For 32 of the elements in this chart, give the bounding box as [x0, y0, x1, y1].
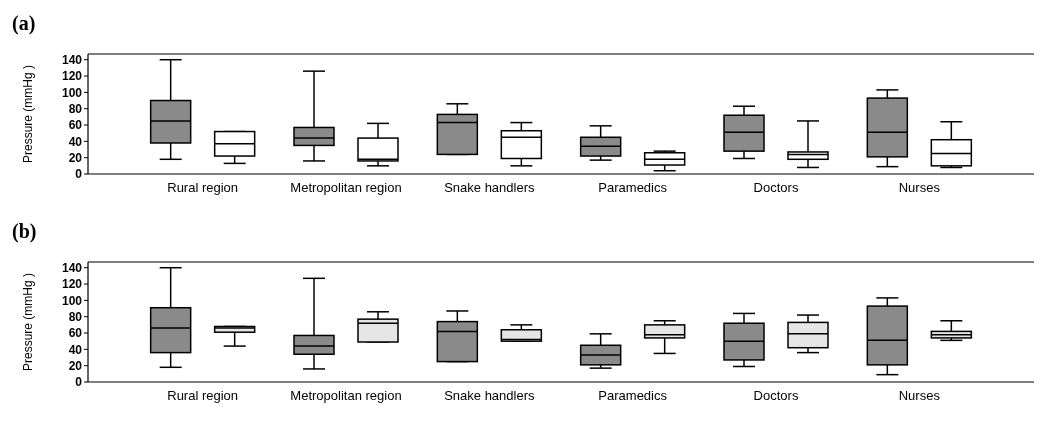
y-tick-label: 80: [68, 101, 83, 116]
y-tick-label: 140: [61, 260, 83, 275]
y-tick-label: 40: [68, 342, 83, 357]
x-tick-label: Rural region: [167, 388, 239, 403]
x-tick-label: Doctors: [753, 180, 799, 195]
y-tick-label: 20: [68, 358, 83, 373]
x-tick-label: Doctors: [753, 388, 799, 403]
y-tick-label: 100: [61, 85, 83, 100]
x-tick-label: Paramedics: [598, 180, 668, 195]
x-tick-label: Snake handlers: [444, 388, 535, 403]
y-tick-label: 0: [75, 167, 83, 182]
x-tick-label: Snake handlers: [444, 180, 535, 195]
y-axis-title: Pressure (mmHg ): [21, 272, 35, 372]
x-tick-label: Nurses: [898, 388, 941, 403]
y-tick-label: 0: [75, 375, 83, 390]
y-tick-label: 120: [61, 69, 83, 84]
x-tick-label: Metropolitan region: [290, 180, 402, 195]
x-tick-label: Paramedics: [598, 388, 668, 403]
y-tick-label: 60: [68, 118, 83, 133]
x-tick-label: Nurses: [898, 180, 941, 195]
x-tick-label: Metropolitan region: [290, 388, 402, 403]
chart-title: (a): [12, 12, 36, 35]
y-tick-label: 60: [68, 326, 83, 341]
y-tick-label: 100: [61, 293, 83, 308]
y-tick-label: 120: [61, 277, 83, 292]
y-tick-label: 40: [68, 134, 83, 149]
chart-title: (b): [12, 220, 37, 243]
y-axis-title: Pressure (mmHg ): [21, 64, 35, 164]
x-tick-label: Rural region: [167, 180, 239, 195]
y-tick-label: 140: [61, 52, 83, 67]
y-tick-label: 20: [68, 150, 83, 165]
y-tick-label: 80: [68, 309, 83, 324]
